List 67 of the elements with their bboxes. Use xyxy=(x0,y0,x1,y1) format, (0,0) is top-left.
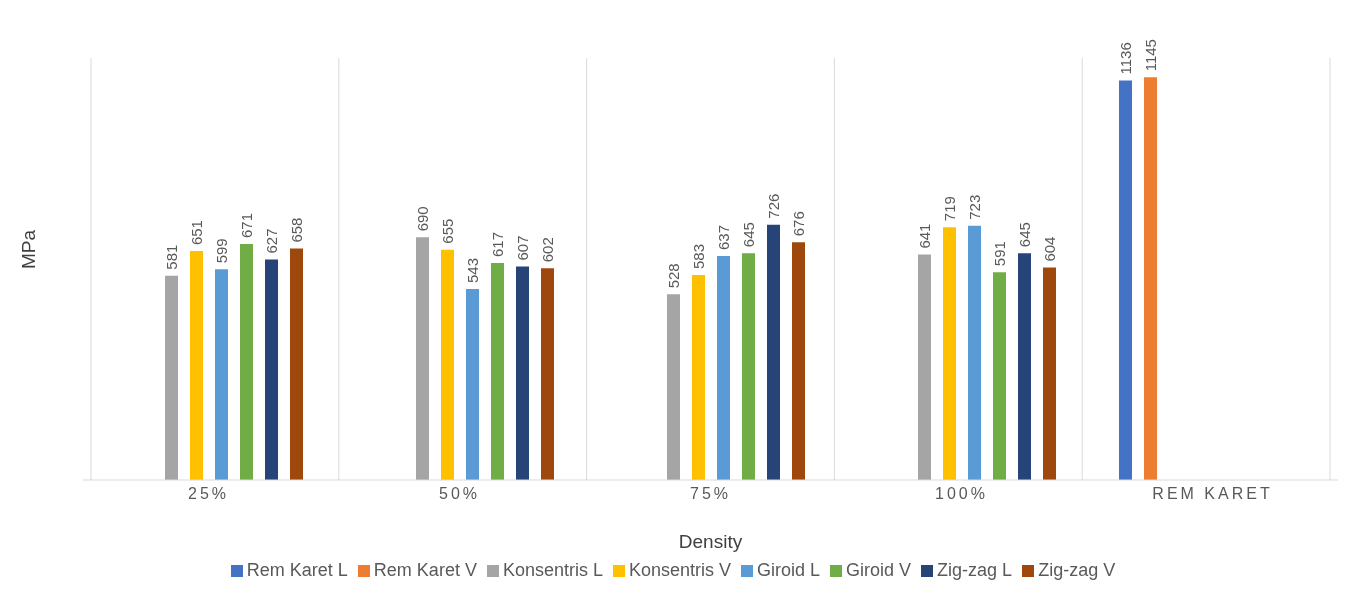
bar xyxy=(968,225,981,480)
legend-label: Konsentris L xyxy=(502,560,603,580)
legend-label: Zig-zag L xyxy=(937,560,1013,580)
bar xyxy=(918,254,931,480)
bar xyxy=(767,224,780,480)
bar xyxy=(943,227,956,480)
y-axis-title: MPa xyxy=(17,229,39,269)
x-tick-label: REM KARET xyxy=(1152,485,1273,503)
data-label: 543 xyxy=(464,258,481,284)
bar xyxy=(240,244,253,480)
data-label: 651 xyxy=(188,220,205,246)
bar xyxy=(1144,77,1157,480)
x-axis-title: Density xyxy=(678,531,743,552)
bar xyxy=(215,269,228,480)
data-label: 583 xyxy=(690,243,707,269)
bar xyxy=(667,294,680,480)
data-label: 645 xyxy=(1016,222,1033,248)
data-label: 591 xyxy=(991,241,1008,267)
data-label: 1136 xyxy=(1117,42,1134,75)
data-label: 641 xyxy=(916,223,933,249)
data-label: 676 xyxy=(790,211,807,237)
bar xyxy=(466,289,479,480)
legend-label: Konsentris V xyxy=(628,560,732,580)
bar xyxy=(290,248,303,480)
data-label: 726 xyxy=(765,193,782,219)
data-label: 671 xyxy=(238,213,255,239)
legend-label: Giroid V xyxy=(846,560,912,580)
legend-label: Rem Karet L xyxy=(246,560,348,580)
bar xyxy=(416,237,429,480)
bar xyxy=(516,266,529,480)
bar xyxy=(541,268,554,480)
x-tick-label: 25% xyxy=(187,485,230,503)
x-tick-label: 50% xyxy=(438,485,481,503)
bar xyxy=(1119,80,1132,480)
bar xyxy=(190,251,203,480)
data-label: 599 xyxy=(213,238,230,264)
data-label: 581 xyxy=(163,244,180,270)
bar xyxy=(717,255,730,480)
bar xyxy=(792,242,805,480)
legend-label: Zig-zag V xyxy=(1038,560,1116,580)
bar xyxy=(265,259,278,480)
data-label: 719 xyxy=(941,196,958,222)
bar xyxy=(1018,253,1031,480)
data-label: 1145 xyxy=(1142,39,1159,72)
data-label: 617 xyxy=(489,231,506,258)
bar xyxy=(742,253,755,480)
bar xyxy=(692,274,705,480)
bar xyxy=(491,263,504,480)
legend-label: Rem Karet V xyxy=(373,560,477,580)
x-tick-label: 75% xyxy=(689,485,732,503)
bar xyxy=(993,272,1006,480)
legend-label: Giroid L xyxy=(757,560,821,580)
x-tick-label: 100% xyxy=(935,485,988,503)
data-label: 627 xyxy=(263,228,280,254)
data-label: 690 xyxy=(414,206,431,232)
data-label: 602 xyxy=(539,237,556,263)
data-label: 528 xyxy=(665,263,682,289)
data-label: 637 xyxy=(715,224,732,250)
bar xyxy=(1043,267,1056,480)
data-label: 645 xyxy=(740,222,757,248)
data-label: 723 xyxy=(966,194,983,220)
bar xyxy=(441,249,454,480)
data-label: 607 xyxy=(514,235,531,261)
data-label: 658 xyxy=(288,217,305,243)
data-label: 655 xyxy=(439,218,456,244)
bar xyxy=(165,275,178,480)
data-label: 604 xyxy=(1041,236,1058,262)
